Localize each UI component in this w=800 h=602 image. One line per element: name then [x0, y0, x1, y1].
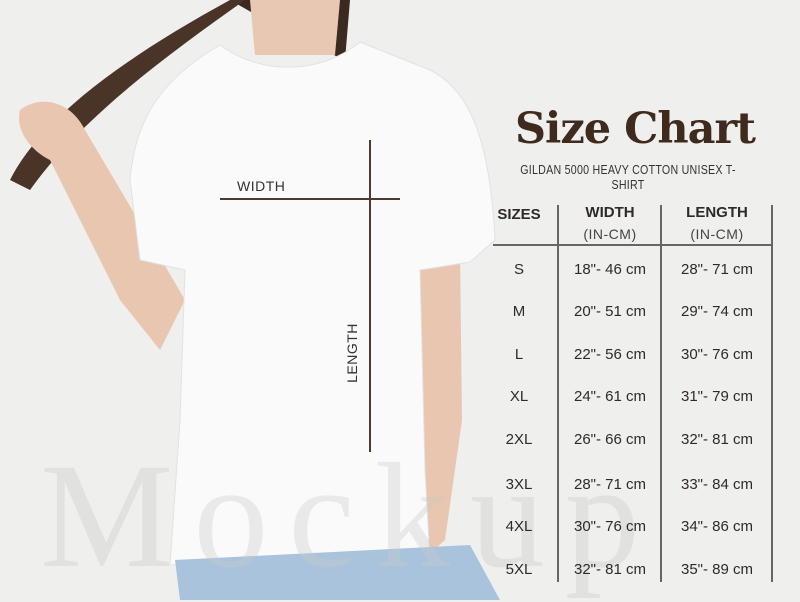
cell-length: 30"- 76 cm — [680, 346, 754, 363]
header-width: WIDTH — [585, 204, 635, 221]
jeans — [175, 545, 500, 600]
cell-length: 29"- 74 cm — [680, 303, 754, 320]
cell-size: 4XL — [505, 518, 533, 535]
cell-length: 31"- 79 cm — [680, 388, 754, 405]
header-length-unit: (IN-CM) — [690, 226, 744, 242]
cell-length: 33"- 84 cm — [680, 476, 754, 493]
column-divider — [557, 205, 559, 582]
length-measure-line — [369, 140, 371, 452]
cell-size: L — [514, 346, 524, 363]
cell-length: 28"- 71 cm — [680, 261, 754, 278]
cell-width: 32"- 81 cm — [573, 561, 647, 578]
cell-size: XL — [509, 388, 529, 405]
header-sizes: SIZES — [497, 206, 541, 223]
subtitle: GILDAN 5000 HEAVY COTTON UNISEX T-SHIRT — [520, 162, 736, 192]
cell-width: 18"- 46 cm — [573, 261, 647, 278]
column-divider — [771, 205, 773, 582]
cell-size: M — [512, 303, 526, 320]
t-shirt — [129, 41, 496, 566]
cell-length: 35"- 89 cm — [680, 561, 754, 578]
cell-width: 26"- 66 cm — [573, 431, 647, 448]
cell-width: 28"- 71 cm — [573, 476, 647, 493]
header-length: LENGTH — [686, 204, 748, 221]
cell-width: 30"- 76 cm — [573, 518, 647, 535]
cell-length: 34"- 86 cm — [680, 518, 754, 535]
cell-size: 2XL — [505, 431, 533, 448]
watermark: Mockup — [40, 433, 660, 599]
column-divider — [660, 205, 662, 582]
width-label: WIDTH — [237, 178, 286, 194]
width-measure-line — [220, 198, 400, 200]
cell-width: 24"- 61 cm — [573, 388, 647, 405]
header-width-unit: (IN-CM) — [583, 226, 637, 242]
length-label: LENGTH — [343, 323, 360, 383]
arm-left — [19, 101, 185, 350]
cell-size: 3XL — [505, 476, 533, 493]
header-divider — [493, 244, 772, 246]
cell-size: 5XL — [505, 561, 533, 578]
cell-length: 32"- 81 cm — [680, 431, 754, 448]
cell-size: S — [513, 261, 524, 278]
cell-width: 20"- 51 cm — [573, 303, 647, 320]
cell-width: 22"- 56 cm — [573, 346, 647, 363]
page-title: Size Chart — [514, 104, 756, 154]
